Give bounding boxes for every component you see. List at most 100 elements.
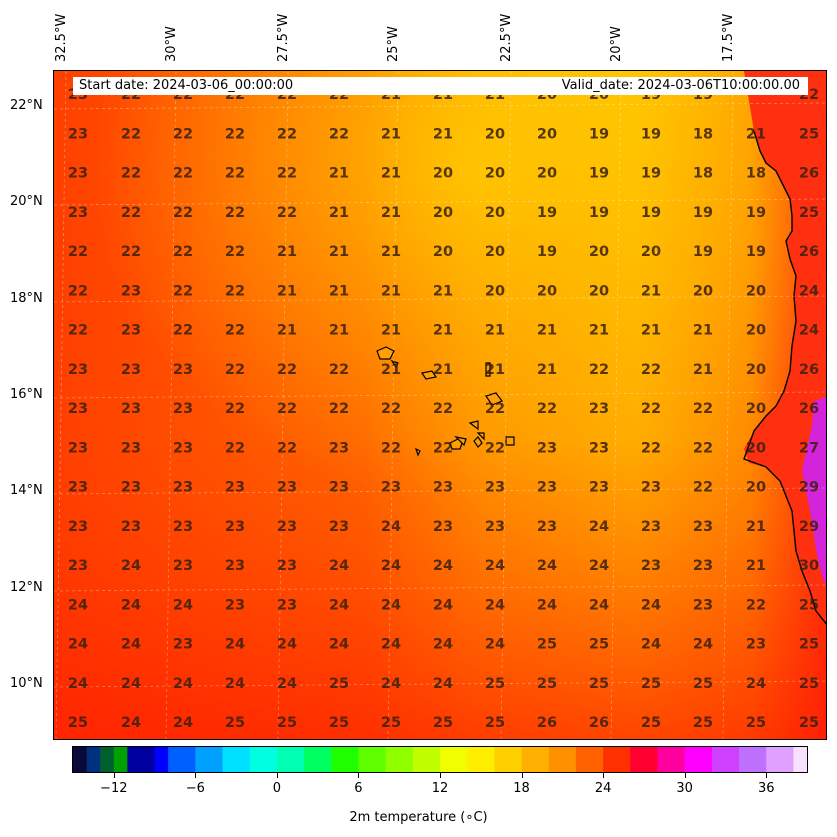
- temperature-value: 23: [173, 480, 193, 496]
- colorbar-bin: [603, 747, 618, 772]
- temperature-value: 22: [225, 126, 245, 142]
- temperature-value: 21: [485, 323, 505, 339]
- temperature-value: 25: [589, 637, 609, 653]
- temperature-value: 23: [225, 519, 245, 535]
- temperature-value: 20: [433, 166, 453, 182]
- temperature-value: 23: [641, 480, 661, 496]
- temperature-value: 24: [329, 637, 349, 653]
- africa-hot-land: [802, 396, 826, 586]
- cape-verde-islands: [376, 346, 515, 457]
- temperature-value: 21: [537, 323, 557, 339]
- colorbar-bin: [779, 747, 795, 772]
- colorbar-bin: [698, 747, 713, 772]
- longitude-label: 32.5°W: [54, 13, 69, 62]
- temperature-value: 23: [693, 519, 713, 535]
- temperature-value: 25: [799, 205, 819, 221]
- temperature-value: 23: [68, 401, 88, 417]
- temperature-value: 24: [121, 637, 141, 653]
- colorbar-bin: [344, 747, 360, 772]
- temperature-value: 22: [225, 362, 245, 378]
- colorbar-bin: [100, 747, 115, 772]
- temperature-value: 23: [121, 362, 141, 378]
- temperature-value: 23: [173, 558, 193, 574]
- temperature-value: 22: [381, 440, 401, 456]
- colorbar-tick-label: 18: [513, 781, 530, 796]
- colorbar-bin: [575, 747, 591, 772]
- temperature-value: 23: [121, 519, 141, 535]
- temperature-value: 23: [329, 440, 349, 456]
- temperature-value: 25: [537, 637, 557, 653]
- temperature-value: 19: [693, 205, 713, 221]
- colorbar-gradient: [73, 747, 808, 772]
- longitude-label: 20°W: [609, 26, 624, 62]
- colorbar-tick-label: 0: [272, 781, 282, 796]
- temperature-value: 18: [693, 126, 713, 142]
- temperature-value: 25: [693, 676, 713, 692]
- temperature-value: 23: [225, 558, 245, 574]
- temperature-value: 22: [693, 440, 713, 456]
- temperature-value: 20: [746, 480, 766, 496]
- temperature-value: 21: [277, 283, 297, 299]
- colorbar-bin: [181, 747, 196, 772]
- temperature-value: 25: [641, 715, 661, 731]
- longitude-label: 25°W: [386, 26, 401, 62]
- temperature-value: 24: [799, 323, 819, 339]
- temperature-value: 21: [381, 166, 401, 182]
- temperature-value: 20: [537, 126, 557, 142]
- colorbar-bin: [453, 747, 468, 772]
- temperature-value: 24: [173, 676, 193, 692]
- temperature-value: 23: [485, 480, 505, 496]
- temperature-value: 24: [381, 558, 401, 574]
- colorbar-tick: [603, 773, 605, 778]
- temperature-value: 20: [485, 244, 505, 260]
- temperature-value: 23: [121, 401, 141, 417]
- temperature-value: 21: [433, 283, 453, 299]
- temperature-value: 19: [693, 244, 713, 260]
- temperature-value: 22: [277, 362, 297, 378]
- colorbar-bin: [372, 747, 387, 772]
- meridian-line: [500, 71, 512, 739]
- temperature-value: 20: [693, 283, 713, 299]
- colorbar-tick-label: 24: [594, 781, 612, 796]
- temperature-value: 24: [121, 715, 141, 731]
- temperature-value: 24: [589, 519, 609, 535]
- temperature-value: 23: [537, 440, 557, 456]
- temperature-value: 20: [485, 205, 505, 221]
- colorbar-tick: [766, 773, 768, 778]
- colorbar-tick-label: 36: [757, 781, 775, 796]
- colorbar-bin: [793, 747, 808, 772]
- colorbar-bin: [195, 747, 210, 772]
- colorbar-bin: [426, 747, 441, 772]
- latitude-label: 10°N: [10, 676, 43, 691]
- temperature-value: 22: [537, 401, 557, 417]
- colorbar-tick-label: −12: [100, 781, 128, 796]
- valid-date-label: Valid_date: 2024-03-06T10:00:00.00: [561, 78, 800, 93]
- colorbar-bin: [73, 747, 88, 772]
- temperature-value: 26: [799, 401, 819, 417]
- temperature-value: 24: [68, 676, 88, 692]
- temperature-value: 23: [746, 637, 766, 653]
- info-bar: Start date: 2024-03-06_00:00:00 Valid_da…: [73, 77, 808, 95]
- temperature-value: 26: [799, 244, 819, 260]
- temperature-value: 19: [589, 126, 609, 142]
- temperature-value: 23: [225, 597, 245, 613]
- temperature-value: 23: [173, 637, 193, 653]
- temperature-value: 25: [799, 676, 819, 692]
- colorbar-bin: [113, 747, 128, 772]
- temperature-value: 21: [381, 205, 401, 221]
- temperature-value: 22: [225, 205, 245, 221]
- colorbar-tick: [195, 773, 197, 778]
- temperature-value: 20: [433, 244, 453, 260]
- temperature-value: 20: [589, 244, 609, 260]
- temperature-value: 22: [693, 480, 713, 496]
- colorbar-bin: [739, 747, 754, 772]
- temperature-value: 21: [537, 362, 557, 378]
- latitude-label: 14°N: [10, 483, 43, 498]
- temperature-value: 20: [641, 244, 661, 260]
- temperature-value: 21: [329, 244, 349, 260]
- temperature-value: 23: [641, 558, 661, 574]
- colorbar-bin: [752, 747, 767, 772]
- temperature-value: 21: [589, 323, 609, 339]
- temperature-map: 23 22 22 22 22 22 21 21 21 20 20 19 19 22 23 22 22 22 22 22…: [54, 71, 826, 739]
